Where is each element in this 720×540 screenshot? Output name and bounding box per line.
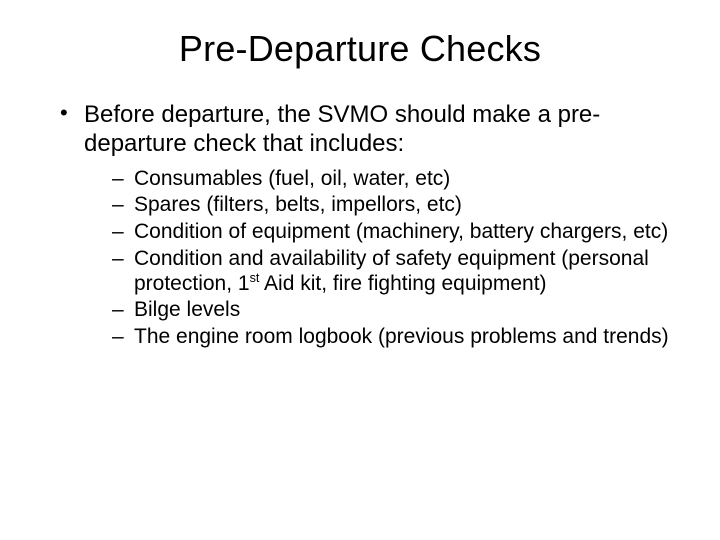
- ordinal-superscript: st: [250, 271, 260, 285]
- intro-text: Before departure, the SVMO should make a…: [84, 101, 600, 157]
- item-text: Consumables (fuel, oil, water, etc): [134, 167, 450, 190]
- item-text: Condition of equipment (machinery, batte…: [134, 220, 668, 243]
- intro-bullet: Before departure, the SVMO should make a…: [60, 100, 672, 350]
- item-text: Bilge levels: [134, 298, 240, 321]
- list-item: Consumables (fuel, oil, water, etc): [112, 167, 672, 192]
- list-item: The engine room logbook (previous proble…: [112, 325, 672, 350]
- bullet-list-level1: Before departure, the SVMO should make a…: [48, 100, 672, 350]
- item-text-part2: Aid kit, fire fighting equipment): [259, 272, 546, 295]
- list-item: Condition of equipment (machinery, batte…: [112, 220, 672, 245]
- item-text: Spares (filters, belts, impellors, etc): [134, 193, 462, 216]
- list-item: Condition and availability of safety equ…: [112, 247, 672, 297]
- slide-title: Pre-Departure Checks: [48, 28, 672, 70]
- slide: Pre-Departure Checks Before departure, t…: [0, 0, 720, 540]
- bullet-list-level2: Consumables (fuel, oil, water, etc) Spar…: [84, 167, 672, 350]
- list-item: Spares (filters, belts, impellors, etc): [112, 193, 672, 218]
- item-text: The engine room logbook (previous proble…: [134, 325, 669, 348]
- list-item: Bilge levels: [112, 298, 672, 323]
